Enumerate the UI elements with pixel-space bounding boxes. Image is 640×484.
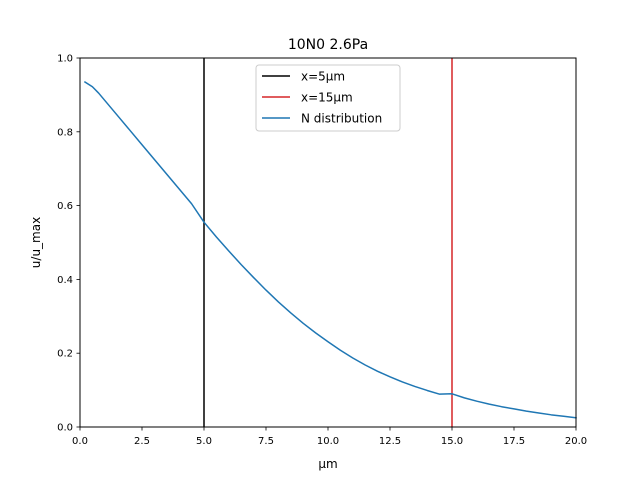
legend: x=5μm x=15μm N distribution: [255, 64, 401, 132]
y-tick-label: 0.0: [57, 423, 73, 434]
y-axis-label: u/u_max: [29, 217, 43, 268]
x-axis-ticks: 0.0 2.5 5.0 7.5 10.0 12.5 15.0 17.5 20.0: [72, 427, 587, 447]
y-tick-label: 0.8: [57, 127, 73, 138]
x-tick-label: 10.0: [317, 436, 339, 447]
x-tick-label: 5.0: [196, 436, 212, 447]
x-tick-label: 12.5: [379, 436, 401, 447]
x-tick-label: 0.0: [72, 436, 88, 447]
x-tick-label: 2.5: [134, 436, 150, 447]
y-tick-label: 0.4: [57, 275, 73, 286]
vertical-lines: [203, 58, 453, 427]
legend-label-x5: x=5μm: [301, 70, 345, 84]
x-tick-label: 17.5: [503, 436, 525, 447]
y-tick-label: 0.6: [57, 201, 73, 212]
chart-title: 10N0 2.6Pa: [288, 37, 368, 53]
legend-box: [255, 64, 401, 132]
y-axis-ticks: 0.0 0.2 0.4 0.6 0.8 1.0: [57, 54, 80, 434]
x-tick-label: 20.0: [565, 436, 587, 447]
legend-label-x15: x=15μm: [301, 91, 353, 105]
y-tick-label: 0.2: [57, 349, 73, 360]
series-lines: [83, 80, 577, 419]
series-line-0: [83, 80, 577, 419]
legend-label-n-distribution: N distribution: [301, 112, 382, 126]
x-axis-label: μm: [318, 457, 337, 471]
y-tick-label: 1.0: [57, 54, 73, 65]
x-tick-label: 15.0: [441, 436, 463, 447]
x-tick-label: 7.5: [258, 436, 274, 447]
